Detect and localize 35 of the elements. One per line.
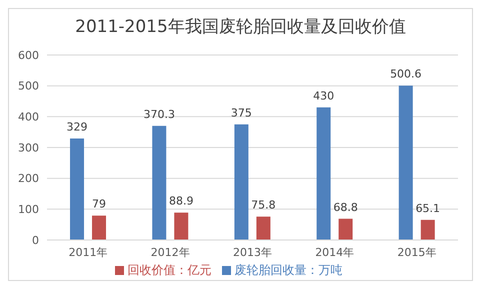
- bar: [398, 86, 413, 240]
- x-tick-label: 2013年: [233, 246, 272, 259]
- bar: [152, 126, 166, 240]
- data-label: 375: [230, 106, 252, 120]
- data-label: 430: [313, 89, 334, 102]
- data-label: 370.3: [143, 108, 175, 121]
- bar: [338, 218, 353, 240]
- y-tick-label: 100: [18, 203, 39, 216]
- data-label: 75.8: [251, 198, 276, 212]
- bar: [256, 216, 270, 240]
- bar: [174, 212, 188, 240]
- y-tick-label: 600: [18, 48, 39, 62]
- y-tick-label: 500: [18, 80, 39, 93]
- x-tick-label: 2015年: [397, 246, 436, 259]
- y-tick-label: 400: [18, 110, 39, 124]
- data-label: 65.1: [416, 202, 440, 215]
- data-label: 500.6: [390, 68, 422, 81]
- bar: [234, 124, 248, 240]
- x-tick-label: 2012年: [150, 246, 190, 259]
- legend-label: 回收价值：亿元: [128, 263, 212, 277]
- bar: [316, 107, 331, 240]
- data-label: 68.8: [333, 200, 358, 214]
- y-tick-label: 200: [18, 172, 39, 186]
- chart-title: 2011-2015年我国废轮胎回收量及回收价值: [74, 16, 407, 39]
- data-label: 329: [66, 120, 88, 134]
- y-tick-label: 300: [18, 141, 39, 154]
- bar: [420, 220, 435, 240]
- bar: [92, 216, 106, 240]
- x-tick-label: 2011年: [68, 246, 108, 259]
- data-label: 88.9: [168, 194, 194, 208]
- x-tick-label: 2014年: [315, 246, 354, 259]
- y-tick-label: 0: [32, 234, 39, 247]
- legend-label: 废轮胎回收量：万吨: [234, 263, 342, 277]
- data-label: 79: [92, 198, 106, 211]
- bar: [70, 138, 84, 240]
